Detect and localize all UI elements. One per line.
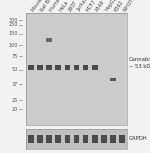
Text: MCF7: MCF7: [86, 0, 98, 12]
Bar: [28, 135, 34, 143]
Text: 20: 20: [12, 107, 18, 112]
Text: 37: 37: [12, 82, 18, 87]
Text: 75: 75: [12, 54, 18, 59]
Bar: [74, 65, 79, 70]
Text: K562: K562: [113, 0, 124, 12]
Text: 100: 100: [9, 43, 18, 48]
Text: Human Brain: Human Brain: [49, 0, 72, 12]
Bar: [28, 65, 34, 70]
Text: Rat Brain: Rat Brain: [40, 0, 57, 12]
Text: 50: 50: [12, 67, 18, 72]
Bar: [101, 135, 107, 143]
Bar: [110, 135, 116, 143]
Text: 300: 300: [9, 18, 18, 23]
Text: Cannabinoid
~ 53 kDa: Cannabinoid ~ 53 kDa: [129, 57, 150, 69]
Text: HepG2: HepG2: [104, 0, 118, 12]
Bar: [37, 65, 43, 70]
Text: 293T: 293T: [67, 0, 78, 12]
Bar: [74, 135, 79, 143]
Text: 25: 25: [12, 98, 18, 103]
Text: GAPDH: GAPDH: [129, 136, 147, 141]
Bar: [119, 135, 125, 143]
Text: A549: A549: [95, 0, 106, 12]
Bar: [92, 65, 98, 70]
Bar: [46, 65, 52, 70]
Bar: [110, 78, 116, 81]
Text: Jurkat: Jurkat: [76, 0, 89, 12]
Bar: [55, 65, 61, 70]
Text: 150: 150: [9, 31, 18, 36]
Bar: [64, 135, 70, 143]
Bar: [55, 135, 61, 143]
Bar: [46, 135, 52, 143]
Bar: [46, 38, 52, 42]
Bar: [64, 65, 70, 70]
Text: NIH3T3: NIH3T3: [122, 0, 137, 12]
Bar: [83, 135, 88, 143]
Bar: [83, 65, 88, 70]
Text: 250: 250: [9, 22, 18, 27]
Bar: [92, 135, 98, 143]
Text: Mouse Brain: Mouse Brain: [31, 0, 52, 12]
Bar: [37, 135, 43, 143]
Text: HeLa: HeLa: [58, 0, 69, 12]
